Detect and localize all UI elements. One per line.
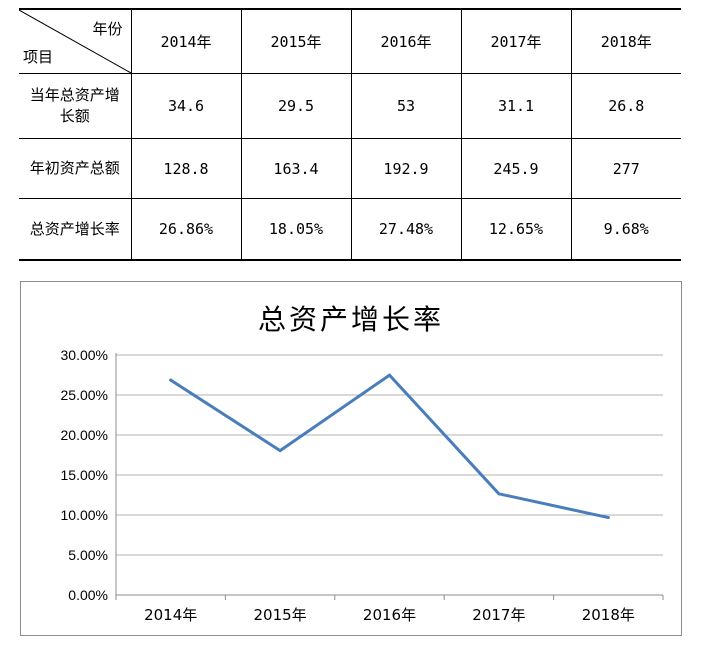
table-cell: 18.05% (240, 198, 352, 260)
year-header: 2018年 (570, 9, 681, 74)
year-header: 2014年 (130, 9, 242, 74)
y-tick-label: 0.00% (68, 587, 108, 603)
y-tick-label: 25.00% (61, 387, 108, 403)
x-tick-label: 2016年 (363, 606, 416, 624)
table-cell: 27.48% (350, 198, 462, 260)
y-tick-label: 20.00% (61, 427, 108, 443)
table-cell: 192.9 (350, 138, 462, 199)
year-header: 2016年 (350, 9, 462, 74)
series-line (169, 373, 610, 520)
year-header: 2017年 (460, 9, 572, 74)
data-table: 年份 项目 2014年 2015年 2016年 2017年 2018年 当年总资… (19, 8, 681, 261)
table-cell: 163.4 (240, 138, 352, 199)
y-tick-label: 30.00% (61, 347, 108, 363)
table-cell: 31.1 (460, 73, 572, 139)
table-cell: 245.9 (460, 138, 572, 199)
y-tick-label: 15.00% (61, 467, 108, 483)
y-tick-label: 5.00% (68, 547, 108, 563)
line-chart: 0.00% 5.00% 10.00% 15.00% 20.00% 25.00% 30.00%… (61, 347, 664, 624)
x-tick-label: 2015年 (254, 606, 307, 624)
row-label: 当年总资产增长额 (19, 73, 132, 139)
table-header-row: 年份 项目 2014年 2015年 2016年 2017年 2018年 (19, 9, 681, 74)
x-tick-label: 2017年 (472, 606, 525, 624)
x-tick-label: 2014年 (144, 606, 197, 624)
table-cell: 12.65% (460, 198, 572, 260)
table-cell: 53 (350, 73, 462, 139)
data-point (169, 378, 173, 382)
data-point (278, 449, 282, 453)
y-tick-label: 10.00% (61, 507, 108, 523)
table-cell: 26.86% (130, 198, 242, 260)
corner-item-label: 项目 (23, 48, 54, 66)
table-corner-cell: 年份 项目 (19, 9, 132, 74)
table-row: 总资产增长率 26.86% 18.05% 27.48% 12.65% 9.68% (19, 198, 681, 260)
data-point (606, 516, 610, 520)
corner-year-label: 年份 (92, 20, 123, 38)
year-header: 2015年 (240, 9, 352, 74)
table-cell: 26.8 (570, 73, 681, 139)
table-row: 年初资产总额 128.8 163.4 192.9 245.9 277 (19, 138, 681, 199)
row-label: 年初资产总额 (19, 138, 132, 199)
data-point (497, 492, 501, 496)
table-cell: 277 (570, 138, 681, 199)
chart-area: 总资产增长率 0.00% 5.00% 10.00% 15.00% 20.00% 25.00… (20, 281, 682, 636)
table-cell: 34.6 (130, 73, 242, 139)
table-row: 当年总资产增长额 34.6 29.5 53 31.1 26.8 (19, 73, 681, 139)
table-cell: 29.5 (240, 73, 352, 139)
data-point (388, 373, 391, 377)
chart-title: 总资产增长率 (257, 303, 444, 336)
corner-diagonal (19, 10, 130, 73)
x-tick-label: 2018年 (582, 606, 635, 624)
table-cell: 128.8 (130, 138, 242, 199)
row-label: 总资产增长率 (19, 198, 132, 260)
table-cell: 9.68% (570, 198, 681, 260)
